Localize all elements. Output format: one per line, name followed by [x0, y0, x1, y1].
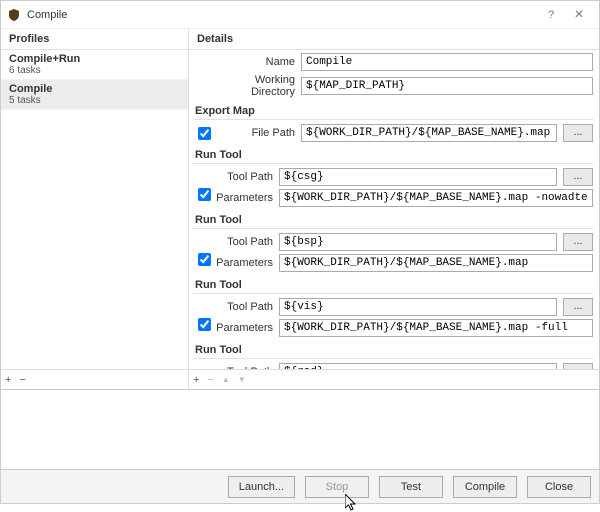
- compile-dialog: Compile ? × Profiles Compile+Run 6 tasks…: [0, 0, 600, 504]
- details-pane: Details Name Working Directory Export Ma…: [189, 29, 599, 389]
- tool-checkbox-csg[interactable]: [198, 188, 211, 201]
- remove-task-button[interactable]: −: [207, 374, 213, 386]
- export-map-checkbox[interactable]: [198, 127, 211, 140]
- run-tool-title: Run Tool: [193, 145, 593, 164]
- profiles-toolbar: + −: [1, 369, 188, 389]
- app-shield-icon: [7, 8, 21, 22]
- add-profile-button[interactable]: +: [5, 374, 11, 386]
- parameters-input-vis[interactable]: [279, 319, 593, 337]
- export-map-title: Export Map: [193, 101, 593, 120]
- window-title: Compile: [27, 9, 67, 21]
- profiles-list: Compile+Run 6 tasks Compile 5 tasks: [1, 50, 188, 369]
- tool-path-input-bsp[interactable]: [279, 233, 557, 251]
- move-up-button[interactable]: ▲: [222, 375, 230, 384]
- parameters-label: Parameters: [215, 322, 279, 334]
- tool-path-input-vis[interactable]: [279, 298, 557, 316]
- parameters-input-bsp[interactable]: [279, 254, 593, 272]
- titlebar: Compile ? ×: [1, 1, 599, 29]
- tool-path-input-csg[interactable]: [279, 168, 557, 186]
- run-tool-title: Run Tool: [193, 210, 593, 229]
- tool-browse-button-csg[interactable]: ...: [563, 168, 593, 186]
- profile-name: Compile: [9, 83, 180, 95]
- details-header: Details: [189, 29, 599, 50]
- tool-path-label: Tool Path: [215, 171, 279, 183]
- test-button[interactable]: Test: [379, 476, 443, 498]
- parameters-input-csg[interactable]: [279, 189, 593, 207]
- add-task-button[interactable]: +: [193, 374, 199, 386]
- profiles-pane: Profiles Compile+Run 6 tasks Compile 5 t…: [1, 29, 189, 389]
- compile-button[interactable]: Compile: [453, 476, 517, 498]
- help-button[interactable]: ?: [537, 3, 565, 27]
- profiles-header: Profiles: [1, 29, 188, 50]
- output-console: [1, 389, 599, 469]
- close-window-button[interactable]: ×: [565, 3, 593, 27]
- tasks-toolbar: + − ▲ ▼: [189, 369, 599, 389]
- tool-checkbox-vis[interactable]: [198, 318, 211, 331]
- main-area: Profiles Compile+Run 6 tasks Compile 5 t…: [1, 29, 599, 389]
- working-directory-input[interactable]: [301, 77, 593, 95]
- tool-checkbox-bsp[interactable]: [198, 253, 211, 266]
- dialog-footer: Launch... Stop Test Compile Close: [1, 469, 599, 503]
- profile-sub: 6 tasks: [9, 65, 180, 76]
- file-path-browse-button[interactable]: ...: [563, 124, 593, 142]
- close-button[interactable]: Close: [527, 476, 591, 498]
- file-path-label: File Path: [215, 127, 301, 139]
- stop-button[interactable]: Stop: [305, 476, 369, 498]
- profile-item-compile[interactable]: Compile 5 tasks: [1, 80, 188, 110]
- tool-browse-button-bsp[interactable]: ...: [563, 233, 593, 251]
- parameters-label: Parameters: [215, 192, 279, 204]
- tool-browse-button-vis[interactable]: ...: [563, 298, 593, 316]
- tool-path-label: Tool Path: [215, 236, 279, 248]
- run-tool-title: Run Tool: [193, 275, 593, 294]
- remove-profile-button[interactable]: −: [19, 374, 25, 386]
- tool-path-label: Tool Path: [215, 301, 279, 313]
- move-down-button[interactable]: ▼: [238, 375, 246, 384]
- profile-item-compile-run[interactable]: Compile+Run 6 tasks: [1, 50, 188, 80]
- run-tool-title: Run Tool: [193, 340, 593, 359]
- launch-button[interactable]: Launch...: [228, 476, 295, 498]
- details-scroll: Name Working Directory Export Map File P…: [189, 50, 599, 369]
- name-label: Name: [215, 56, 301, 68]
- profile-sub: 5 tasks: [9, 95, 180, 106]
- file-path-input[interactable]: [301, 124, 557, 142]
- working-directory-label: Working Directory: [215, 74, 301, 98]
- name-input[interactable]: [301, 53, 593, 71]
- profile-name: Compile+Run: [9, 53, 180, 65]
- parameters-label: Parameters: [215, 257, 279, 269]
